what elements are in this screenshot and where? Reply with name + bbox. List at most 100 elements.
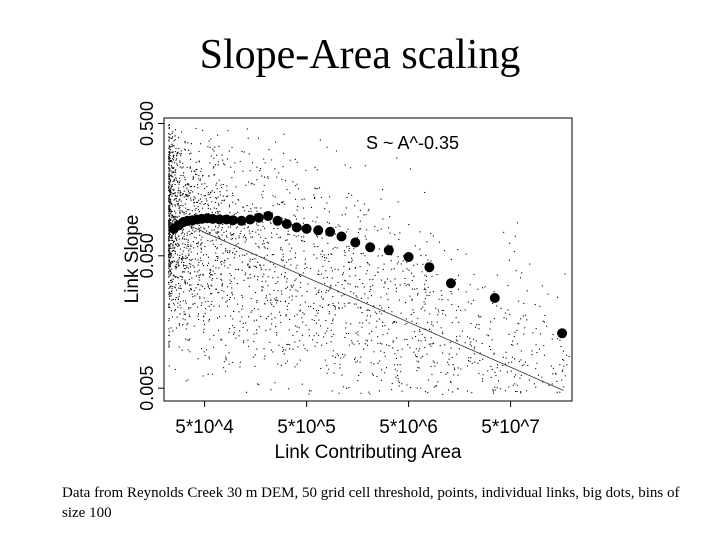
scatter-point [182,237,184,239]
scatter-point [248,210,250,212]
scatter-point [182,264,184,266]
scatter-point [287,343,289,345]
scatter-point [172,274,174,276]
scatter-point [188,253,190,255]
scatter-point [394,353,396,355]
scatter-point [169,202,171,204]
scatter-point [380,228,382,230]
scatter-point [173,233,175,235]
scatter-point [190,189,192,191]
scatter-point [455,317,457,319]
scatter-point [170,280,172,282]
scatter-point [331,270,333,272]
scatter-point [198,231,200,233]
scatter-point [327,254,329,256]
scatter-point [288,329,290,331]
scatter-point [305,169,307,171]
scatter-point [420,308,422,310]
scatter-point [271,232,273,234]
scatter-point [258,247,260,249]
scatter-point [168,260,170,262]
scatter-point [178,182,180,184]
bin-mean-dot [228,215,238,226]
scatter-point [169,180,171,182]
scatter-point [174,309,176,311]
scatter-point [181,167,183,169]
scatter-point [378,318,380,320]
scatter-point [176,163,178,165]
scatter-point [512,340,514,342]
scatter-point [182,324,184,326]
scatter-point [168,221,170,223]
scatter-point [217,164,219,166]
scatter-point [189,248,191,250]
scatter-point [192,229,194,231]
scatter-point [199,297,201,299]
scatter-point [168,249,170,251]
scatter-point [246,128,248,130]
scatter-point [383,310,385,312]
scatter-point [399,284,401,286]
scatter-point [439,345,441,347]
scatter-point [215,267,217,269]
scatter-point [358,375,360,377]
scatter-point [173,240,175,242]
scatter-point [220,273,222,275]
scatter-point [541,376,543,378]
scatter-point [356,296,358,298]
scatter-point [168,125,170,127]
scatter-point [250,208,252,210]
scatter-point [172,193,174,195]
scatter-point [546,325,548,327]
scatter-point [173,171,175,173]
scatter-point [229,279,231,281]
scatter-point [177,201,179,203]
scatter-point [294,158,296,160]
scatter-point [168,260,170,262]
scatter-point [195,169,197,171]
scatter-point [313,254,315,256]
scatter-point [197,306,199,308]
scatter-point [273,228,275,230]
scatter-point [187,282,189,284]
scatter-point [458,306,460,308]
scatter-point [179,275,181,277]
scatter-point [168,207,170,209]
scatter-point [394,368,396,370]
scatter-point [263,243,265,245]
scatter-point [241,269,243,271]
scatter-point [198,211,200,213]
scatter-point [227,258,229,260]
scatter-point [297,235,299,237]
scatter-point [184,271,186,273]
scatter-point [296,209,298,211]
scatter-point [343,265,345,267]
scatter-point [225,356,227,358]
scatter-point [204,183,206,185]
scatter-point [297,346,299,348]
scatter-point [168,287,170,289]
scatter-point [173,302,175,304]
scatter-point [273,305,275,307]
scatter-point [217,196,219,198]
scatter-point [294,315,296,317]
scatter-point [189,192,191,194]
scatter-point [332,296,334,298]
scatter-point [184,184,186,186]
scatter-point [183,268,185,270]
slide-title: Slope-Area scaling [199,32,521,78]
scatter-point [529,263,531,265]
scatter-point [198,269,200,271]
scatter-point [313,335,315,337]
scatter-point [223,163,225,165]
scatter-point [450,258,452,260]
scatter-point [318,319,320,321]
scatter-point [221,263,223,265]
scatter-point [436,321,438,323]
scatter-point [211,285,213,287]
scatter-point [170,186,172,188]
scatter-point [379,360,381,362]
scatter-point [281,260,283,262]
scatter-point [189,234,191,236]
scatter-point [262,190,264,192]
